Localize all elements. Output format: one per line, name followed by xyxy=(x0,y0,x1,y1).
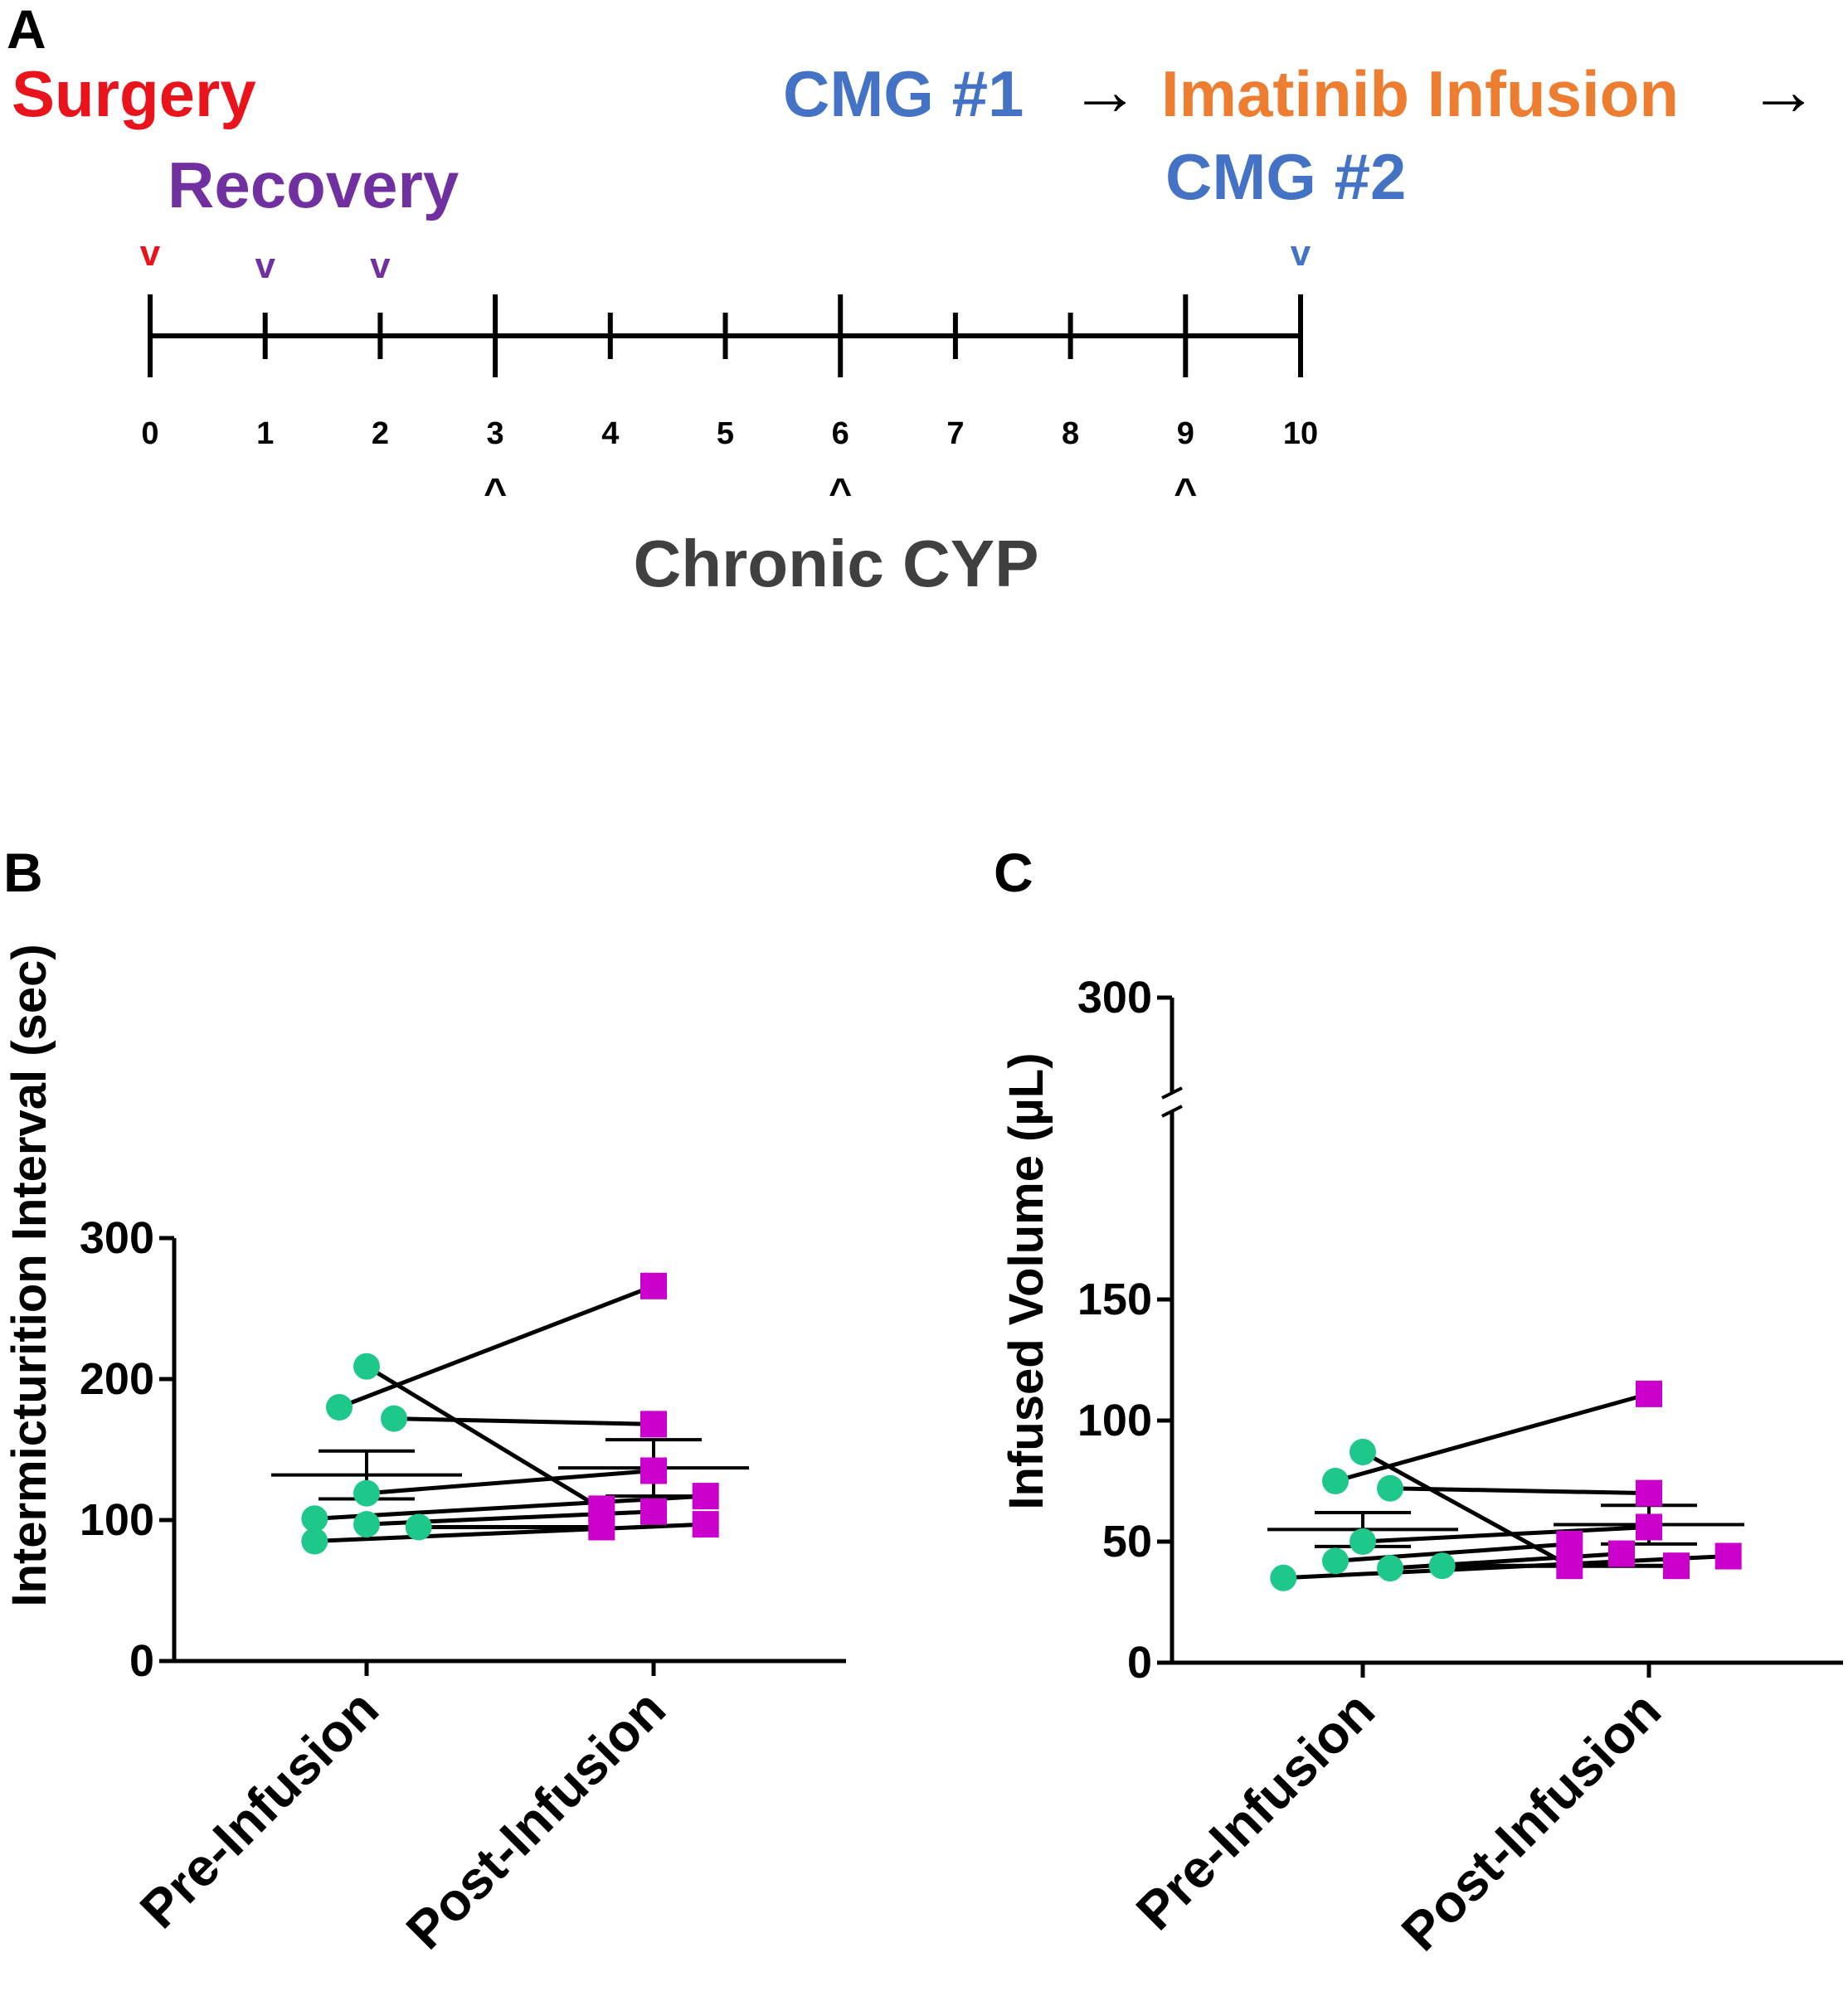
recovery-label: Recovery xyxy=(168,148,459,221)
panel-a-label: A xyxy=(7,0,46,60)
y-tick-label: 200 xyxy=(80,1354,154,1404)
post-infusion-point xyxy=(1556,1530,1583,1557)
pre-infusion-point xyxy=(1350,1438,1376,1465)
down-marker-icon: v xyxy=(255,245,275,286)
x-category-label: Post-Infusion xyxy=(1390,1680,1672,1962)
y-tick-label: 0 xyxy=(129,1636,154,1686)
pair-line xyxy=(1283,1554,1729,1581)
pair-line xyxy=(365,1364,603,1511)
pre-infusion-point xyxy=(1322,1547,1349,1575)
post-infusion-point xyxy=(1714,1542,1742,1570)
pair-line xyxy=(338,1284,654,1410)
timeline-day-label: 9 xyxy=(1177,416,1194,451)
pre-infusion-point xyxy=(1377,1555,1403,1582)
arrow-2-icon: → xyxy=(1748,51,1818,129)
x-category-label: Pre-Infusion xyxy=(129,1678,390,1940)
y-tick-label: 300 xyxy=(80,1213,154,1263)
post-infusion-point xyxy=(692,1483,719,1510)
down-marker-icon: v xyxy=(140,233,161,274)
timeline-day-label: 1 xyxy=(256,416,274,451)
timeline-day-label: 2 xyxy=(372,416,389,451)
pre-infusion-point xyxy=(301,1505,328,1532)
pre-infusion-point xyxy=(1428,1552,1456,1580)
pair-line xyxy=(366,1469,654,1496)
y-tick-label: 100 xyxy=(80,1495,154,1545)
post-infusion-point xyxy=(1663,1552,1690,1580)
post-infusion-point xyxy=(640,1272,667,1299)
imatinib-label: Imatinib Infusion xyxy=(1161,57,1679,130)
timeline-day-label: 0 xyxy=(141,416,158,451)
post-infusion-point xyxy=(640,1498,667,1525)
down-marker-icon: v xyxy=(370,245,391,286)
timeline-day-label: 5 xyxy=(717,416,734,451)
panel-b-label: B xyxy=(3,842,43,903)
panel-c-label: C xyxy=(994,842,1033,903)
down-marker-icon: v xyxy=(1291,233,1311,274)
up-marker-icon: ^ xyxy=(829,471,852,515)
x-category-label: Pre-Infusion xyxy=(1125,1680,1386,1941)
pre-infusion-point xyxy=(1322,1468,1349,1494)
panel-c-chart: 0 50 100 150 300 Pre-Infusion Post-Infusion Inf… xyxy=(999,973,1843,1962)
cmg2-label: CMG #2 xyxy=(1165,140,1406,213)
panel-a-timeline: A Surgery Recovery CMG #1 → Imatinib Inf… xyxy=(7,0,1818,600)
axis-break-mark xyxy=(1161,1105,1183,1118)
pre-infusion-point xyxy=(381,1405,407,1432)
y-axis-title: Intermicturition Interval (sec) xyxy=(2,944,56,1606)
y-tick-label: 300 xyxy=(1077,973,1152,1022)
y-tick-label: 100 xyxy=(1077,1396,1152,1445)
pair-line xyxy=(1389,1486,1650,1496)
pair-line xyxy=(1335,1542,1570,1563)
post-infusion-point xyxy=(640,1457,667,1484)
pair-line xyxy=(1389,1552,1622,1571)
y-tick-label: 50 xyxy=(1102,1517,1152,1566)
pre-infusion-point xyxy=(405,1513,432,1541)
timeline-day-label: 7 xyxy=(946,416,964,451)
cmg1-label: CMG #1 xyxy=(783,57,1024,130)
timeline-day-label: 4 xyxy=(601,416,619,451)
pre-infusion-point xyxy=(301,1528,328,1555)
x-category-label: Post-Infusion xyxy=(395,1678,677,1960)
pair-line xyxy=(1362,1524,1650,1544)
pre-infusion-point xyxy=(353,1479,380,1507)
y-tick-label: 0 xyxy=(1127,1638,1152,1688)
pair-line xyxy=(393,1416,654,1426)
post-infusion-point xyxy=(1636,1380,1662,1407)
pre-infusion-point xyxy=(1270,1564,1297,1591)
up-marker-icon: ^ xyxy=(484,471,507,515)
pair-line xyxy=(1335,1392,1650,1484)
arrow-1-icon: → xyxy=(1070,51,1140,129)
y-tick-label: 150 xyxy=(1077,1275,1152,1324)
post-infusion-point xyxy=(1636,1513,1662,1541)
post-infusion-point xyxy=(692,1511,719,1538)
pair-line xyxy=(314,1522,706,1543)
timeline-day-label: 6 xyxy=(832,416,849,451)
chronic-cyp-label: Chronic CYP xyxy=(634,527,1039,600)
post-infusion-point xyxy=(1636,1479,1662,1507)
panel-b-chart: 0 100 200 300 Pre-Infusion Post-Infusion Inter… xyxy=(2,944,846,1960)
surgery-label: Surgery xyxy=(12,57,256,130)
y-axis-title: Infused Volume (µL) xyxy=(999,1052,1053,1509)
pre-infusion-point xyxy=(326,1394,353,1421)
timeline-day-label: 8 xyxy=(1062,416,1079,451)
timeline-day-label: 10 xyxy=(1283,416,1318,451)
pre-infusion-point xyxy=(1377,1474,1403,1502)
post-infusion-point xyxy=(1608,1540,1635,1567)
timeline-day-label: 3 xyxy=(487,416,504,451)
pre-infusion-point xyxy=(1350,1528,1376,1555)
pre-infusion-point xyxy=(353,1353,380,1380)
up-marker-icon: ^ xyxy=(1174,471,1197,515)
post-infusion-point xyxy=(640,1411,667,1438)
axis-break-mark xyxy=(1161,1086,1183,1100)
post-infusion-point xyxy=(588,1513,615,1541)
pre-infusion-point xyxy=(353,1511,380,1538)
pair-line xyxy=(1361,1450,1571,1568)
